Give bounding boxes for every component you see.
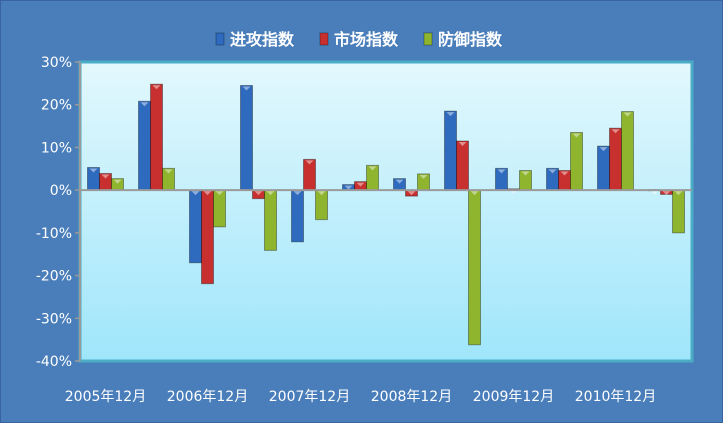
x-tick-label: 2007年12月 xyxy=(269,389,350,405)
bar-highlight xyxy=(419,174,428,179)
bar-highlight xyxy=(203,191,212,196)
bar-0-10 xyxy=(597,145,610,191)
bar-2-2 xyxy=(213,189,226,228)
bar-1-7 xyxy=(456,140,469,191)
bar-highlight xyxy=(470,191,479,196)
bar-highlight xyxy=(140,102,149,107)
bar-highlight xyxy=(458,142,467,147)
bar-2-3 xyxy=(264,189,277,251)
legend-label: 市场指数 xyxy=(334,30,399,49)
legend: 进攻指数 市场指数 防御指数 xyxy=(215,30,503,49)
legend-swatch xyxy=(319,32,329,46)
bar-highlight xyxy=(521,171,530,176)
bar-highlight xyxy=(395,179,404,184)
bar-0-2 xyxy=(189,189,202,264)
bar-highlight xyxy=(407,191,416,196)
bar-highlight xyxy=(293,191,302,196)
bar-highlight xyxy=(215,191,224,196)
bars xyxy=(87,83,685,346)
y-tick-label: -40% xyxy=(36,354,72,370)
bar-highlight xyxy=(305,160,314,165)
bar-highlight xyxy=(356,182,365,187)
bar-highlight xyxy=(611,129,620,134)
bar-2-7 xyxy=(468,189,481,346)
bar-highlight xyxy=(344,185,353,190)
bar-0-3 xyxy=(240,84,253,191)
bar-2-10 xyxy=(621,111,634,191)
bar-1-10 xyxy=(609,127,622,191)
bar-2-11 xyxy=(672,189,685,234)
y-tick-label: 10% xyxy=(41,140,72,156)
x-axis: 2005年12月 2006年12月 2007年12月 2008年12月 2009年12月… xyxy=(65,189,692,405)
bar-highlight xyxy=(662,191,671,196)
bar-highlight xyxy=(623,112,632,117)
bar-highlight xyxy=(101,174,110,179)
x-tick-label: 2010年12月 xyxy=(575,389,656,405)
x-tick-label: 2006年12月 xyxy=(167,389,248,405)
bar-0-7 xyxy=(444,110,457,191)
bar-highlight xyxy=(164,169,173,174)
bar-highlight xyxy=(152,85,161,90)
y-tick-label: 20% xyxy=(41,98,72,114)
bar-highlight xyxy=(497,169,506,174)
bar-highlight xyxy=(266,191,275,196)
y-tick-label: -10% xyxy=(36,226,72,242)
bar-highlight xyxy=(572,133,581,138)
bar-highlight xyxy=(317,191,326,196)
y-tick-label: 30% xyxy=(41,55,72,71)
legend-label: 进攻指数 xyxy=(230,30,295,49)
y-tick-label: -30% xyxy=(36,311,72,327)
bar-2-9 xyxy=(570,131,583,191)
bar-highlight xyxy=(548,169,557,174)
bar-highlight xyxy=(368,166,377,171)
bar-highlight xyxy=(599,147,608,152)
bar-highlight xyxy=(560,171,569,176)
bar-1-1 xyxy=(150,83,163,191)
x-tick-label: 2009年12月 xyxy=(473,389,554,405)
bar-highlight xyxy=(113,179,122,184)
bar-highlight xyxy=(89,168,98,173)
bar-highlight xyxy=(254,191,263,196)
bar-highlight xyxy=(446,112,455,117)
plot-area xyxy=(78,60,694,363)
bar-highlight xyxy=(191,191,200,196)
legend-swatch xyxy=(215,32,225,46)
bar-0-1 xyxy=(138,100,151,191)
y-axis: 30% 20% 10% 0% -10% -20% -30% -40% xyxy=(36,55,81,370)
x-tick-label: 2005年12月 xyxy=(65,389,146,405)
bar-highlight xyxy=(650,190,659,195)
legend-label: 防御指数 xyxy=(438,30,503,49)
bar-highlight xyxy=(674,191,683,196)
y-tick-label: -20% xyxy=(36,269,72,285)
bar-highlight xyxy=(242,86,251,91)
bar-0-4 xyxy=(291,189,304,243)
legend-swatch xyxy=(423,32,433,46)
x-tick-label: 2008年12月 xyxy=(371,389,452,405)
y-tick-label: 0% xyxy=(50,183,72,199)
bar-1-2 xyxy=(201,189,214,285)
